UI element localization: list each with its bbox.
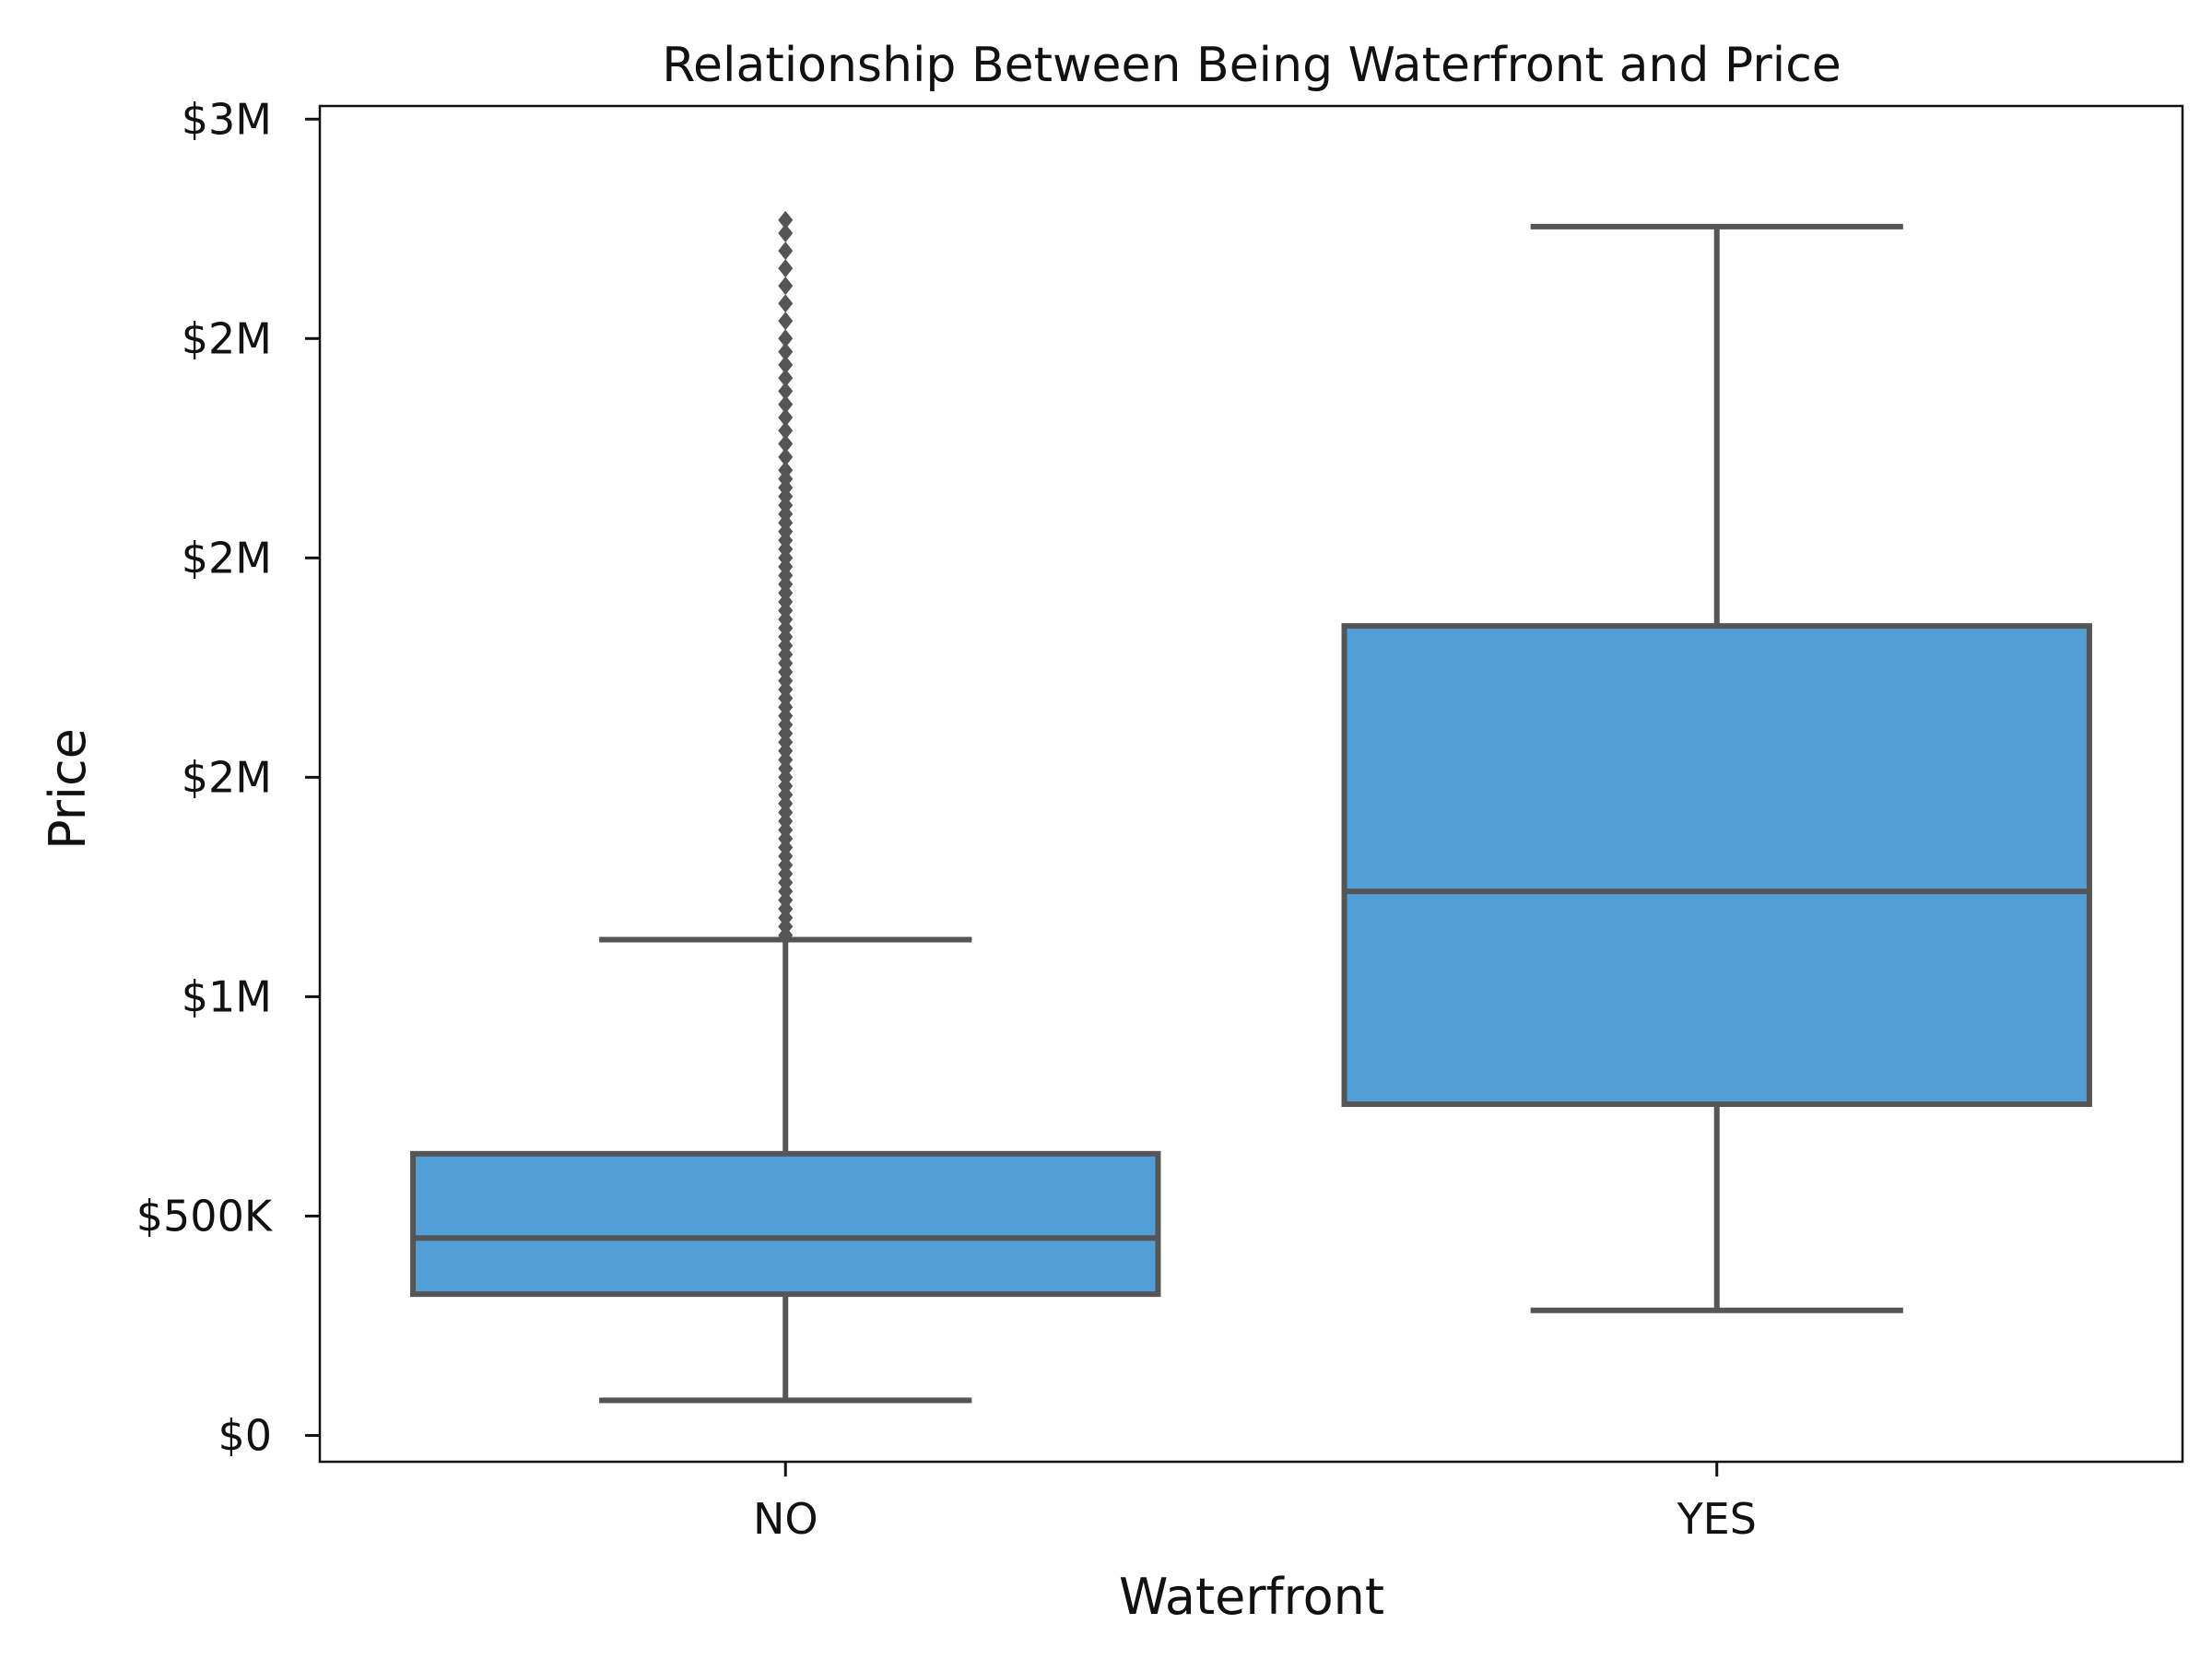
x-axis-label: Waterfront — [1119, 1568, 1384, 1626]
chart-title: Relationship Between Being Waterfront an… — [662, 38, 1841, 93]
outlier-point-no — [778, 312, 794, 331]
axes-frame — [318, 104, 2184, 1464]
outlier-point-no — [778, 224, 794, 243]
outlier-point-no — [778, 210, 794, 229]
outlier-point-no — [778, 294, 794, 313]
y-axis-label: Price — [39, 728, 97, 850]
outlier-point-no — [778, 407, 794, 427]
y-tick-label: $2M — [182, 313, 272, 363]
x-tick-label: NO — [753, 1494, 818, 1544]
outlier-point-no — [778, 259, 794, 278]
y-tick-label: $3M — [182, 94, 272, 144]
y-tick-label: $1M — [182, 971, 272, 1021]
outlier-point-no — [778, 421, 794, 441]
outlier-point-no — [778, 434, 794, 453]
outlier-point-no — [778, 394, 794, 414]
box-no — [410, 1150, 1161, 1298]
y-tick-label: $2M — [182, 533, 272, 582]
plot-area: $0 $500K $1M $2M $2M $2M $3M NO YES — [136, 94, 2184, 1544]
y-tick-label: $0 — [218, 1410, 272, 1460]
outlier-point-no — [778, 382, 794, 401]
box-yes — [1341, 623, 2092, 1108]
outlier-point-no — [778, 447, 794, 466]
outlier-point-no — [778, 369, 794, 388]
y-tick-label: $500K — [136, 1191, 274, 1241]
outlier-point-no — [778, 342, 794, 361]
outlier-point-no — [778, 461, 794, 480]
outlier-point-no — [778, 276, 794, 296]
y-tick-label: $2M — [182, 752, 272, 802]
outlier-point-no — [778, 241, 794, 261]
outlier-point-no — [778, 329, 794, 348]
outlier-point-no — [778, 355, 794, 374]
x-tick-label: YES — [1677, 1494, 1757, 1544]
